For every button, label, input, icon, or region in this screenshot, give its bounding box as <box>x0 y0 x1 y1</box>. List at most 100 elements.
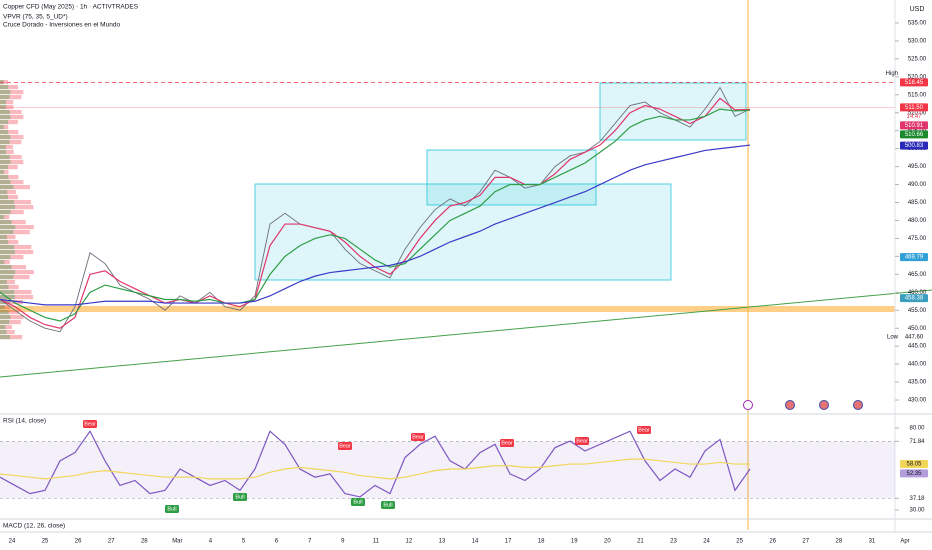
price-tag-label: 511.50 <box>905 105 924 111</box>
signal-badge <box>381 501 395 509</box>
y-tick-label: 485.00 <box>908 200 927 206</box>
x-tick-label: 28 <box>836 539 843 545</box>
symbol-title: Copper CFD (May 2025) · 1h · ACTIVTRADES <box>3 4 139 11</box>
profile-bar <box>0 215 10 220</box>
profile-bar <box>0 130 19 135</box>
profile-bar <box>0 145 6 150</box>
x-tick-label: 18 <box>538 539 545 545</box>
profile-bar <box>0 210 24 215</box>
profile-bar <box>0 100 6 105</box>
x-tick-label: 24 <box>703 539 710 545</box>
x-tick-label: 19 <box>571 539 578 545</box>
profile-bar <box>0 335 23 340</box>
y-tick-label: 430.00 <box>908 398 927 404</box>
profile-bar <box>0 185 30 190</box>
x-tick-label: 23 <box>670 539 677 545</box>
price-tag <box>900 469 928 478</box>
signal-badge <box>500 439 514 447</box>
profile-bar <box>0 260 10 265</box>
x-tick-label: 26 <box>75 539 82 545</box>
profile-bar <box>0 220 12 225</box>
profile-bar <box>0 90 11 95</box>
price-tag <box>900 332 928 341</box>
price-tag-label: 518.45 <box>905 80 924 86</box>
profile-bar <box>0 195 9 200</box>
signal-badge <box>233 493 247 501</box>
profile-bar <box>0 95 10 100</box>
x-tick-label: 12 <box>406 539 413 545</box>
event-flag[interactable] <box>819 400 829 410</box>
profile-bar <box>0 325 6 330</box>
profile-bar <box>0 235 7 240</box>
profile-bar <box>0 275 30 280</box>
y-tick-label: 30.00 <box>909 508 925 514</box>
y-tick-label: 520.00 <box>908 74 927 80</box>
profile-bar <box>0 270 16 275</box>
profile-bar <box>0 180 24 185</box>
y-tick-label: 535.00 <box>908 21 927 27</box>
profile-bar <box>0 280 16 285</box>
profile-bar <box>0 105 14 110</box>
profile-bar <box>0 310 20 315</box>
profile-bar <box>0 135 24 140</box>
profile-bar <box>0 205 34 210</box>
profile-bar <box>0 225 34 230</box>
price-tag-caption: Low <box>887 334 899 340</box>
y-tick-label: 495.00 <box>908 164 927 170</box>
event-icon[interactable] <box>743 400 753 410</box>
profile-bar <box>0 240 9 245</box>
profile-bar <box>0 225 16 230</box>
profile-bar <box>0 160 11 165</box>
x-tick-label: 6 <box>275 539 279 545</box>
rsi-title: RSI (14, close) <box>3 418 46 425</box>
price-tag-label: 58.05 <box>906 462 922 468</box>
price-tag-label: 500.83 <box>905 143 924 149</box>
profile-bar <box>0 155 10 160</box>
profile-bar <box>0 200 14 205</box>
profile-bar <box>0 200 32 205</box>
y-tick-label: 440.00 <box>908 362 927 368</box>
profile-bar <box>0 120 9 125</box>
price-tag <box>900 130 928 139</box>
profile-bar <box>0 315 11 320</box>
profile-bar <box>0 330 7 335</box>
profile-bar <box>0 165 18 170</box>
profile-bar <box>0 255 11 260</box>
x-tick-label: 24 <box>9 539 16 545</box>
profile-bar <box>0 210 11 215</box>
profile-bar <box>0 290 15 295</box>
x-tick-label: Mar <box>172 539 182 545</box>
profile-bar <box>0 110 10 115</box>
profile-bar <box>0 215 5 220</box>
y-tick-label: 510.00 <box>908 110 927 116</box>
currency: USD <box>910 6 925 13</box>
signal-label: Bear <box>412 434 424 440</box>
x-tick-label: 28 <box>141 539 148 545</box>
series-line <box>0 144 751 306</box>
x-tick-label: 11 <box>373 539 380 545</box>
profile-bar <box>0 145 13 150</box>
profile-bar <box>0 120 18 125</box>
y-tick-label: 475.00 <box>908 236 927 242</box>
signal-label: Bear <box>339 443 351 449</box>
profile-bar <box>0 240 19 245</box>
y-tick-label: 450.00 <box>908 326 927 332</box>
series-line <box>0 108 751 322</box>
signal-label: Bull <box>235 494 244 500</box>
profile-bar <box>0 150 7 155</box>
price-tag-label: 510.66 <box>905 132 924 138</box>
price-tag-label: 469.79 <box>905 255 924 261</box>
price-tag <box>900 294 928 303</box>
price-tag-label: 510.91 <box>905 123 924 129</box>
signal-label: Bull <box>353 499 362 505</box>
profile-bar <box>0 250 34 255</box>
event-flag[interactable] <box>853 400 863 410</box>
y-tick-label: 37.18 <box>909 496 925 502</box>
x-tick-label: 25 <box>736 539 743 545</box>
x-tick-label: 31 <box>869 539 876 545</box>
event-flag[interactable] <box>785 400 795 410</box>
x-tick-label: 20 <box>604 539 611 545</box>
profile-bar <box>0 205 16 210</box>
profile-bar <box>0 170 9 175</box>
